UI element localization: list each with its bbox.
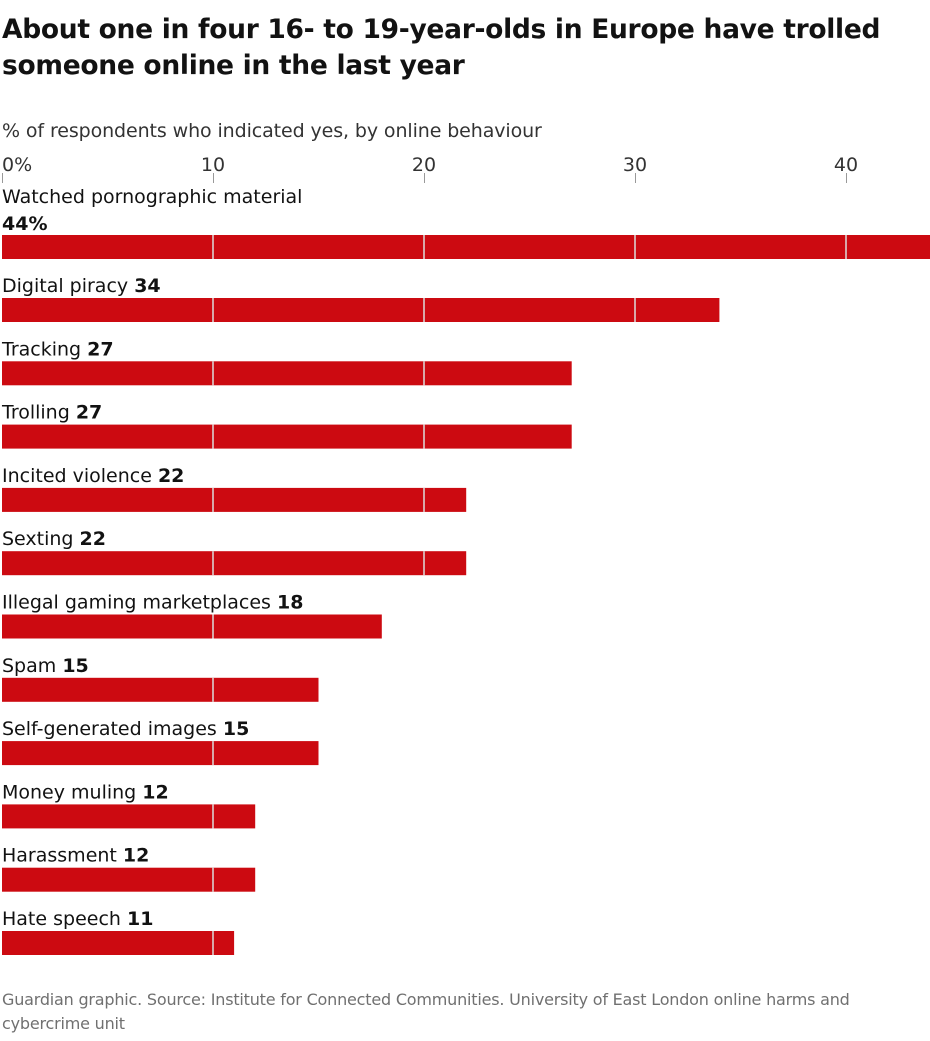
category-label: Illegal gaming marketplaces 18	[2, 592, 303, 614]
bar	[2, 235, 930, 259]
category-label: Harassment 12	[2, 845, 149, 867]
value-label: 27	[87, 338, 113, 360]
bar	[2, 487, 467, 512]
category-name: Digital piracy	[2, 275, 134, 297]
category-name: Trolling	[1, 402, 76, 424]
bar	[2, 424, 572, 449]
category-label: Digital piracy 34	[2, 275, 161, 297]
bar	[2, 677, 319, 702]
category-label: Money muling 12	[2, 781, 169, 803]
value-label: 12	[142, 781, 168, 803]
category-label: Hate speech 11	[2, 908, 153, 930]
x-tick-label: 20	[412, 154, 436, 176]
category-name: Incited violence	[2, 465, 158, 487]
value-label: 15	[223, 718, 249, 740]
x-tick-label: 0%	[2, 154, 32, 176]
category-name: Tracking	[1, 338, 87, 360]
value-label: 27	[76, 402, 102, 424]
bar	[2, 867, 256, 892]
bar	[2, 804, 256, 829]
x-tick-label: 40	[834, 154, 858, 176]
bar	[2, 298, 720, 322]
value-label: 12	[123, 845, 149, 867]
category-label: Incited violence 22	[2, 465, 184, 487]
bar	[2, 551, 467, 576]
category-name: Spam	[2, 655, 62, 677]
category-name: Money muling	[2, 781, 142, 803]
bar	[2, 741, 319, 766]
chart-subtitle: % of respondents who indicated yes, by o…	[2, 120, 542, 142]
bar	[2, 931, 235, 955]
value-label: 15	[62, 655, 88, 677]
category-label: Self-generated images 15	[2, 718, 249, 740]
category-label: Spam 15	[2, 655, 89, 677]
value-label: 22	[158, 465, 184, 487]
category-label: Sexting 22	[2, 528, 106, 550]
value-label: 11	[127, 908, 153, 930]
bar-chart: 0% 10 20 30 40 Watched pornographic material 4…	[1, 154, 930, 955]
category-name: Harassment	[2, 845, 123, 867]
value-label: 18	[277, 592, 303, 614]
x-tick-label: 30	[623, 154, 647, 176]
category-label: Trolling 27	[1, 402, 102, 424]
source-footer: Guardian graphic. Source: Institute for …	[2, 990, 850, 1033]
category-label: Watched pornographic material	[2, 186, 302, 208]
category-label: Tracking 27	[1, 338, 114, 360]
x-tick-label: 10	[201, 154, 225, 176]
chart-title: About one in four 16- to 19-year-olds in…	[2, 14, 881, 81]
category-name: Watched pornographic material	[2, 186, 302, 208]
bar	[2, 614, 382, 639]
category-name: Sexting	[2, 528, 80, 550]
bar	[2, 361, 572, 386]
value-label: 22	[80, 528, 106, 550]
value-label: 34	[134, 275, 160, 297]
category-name: Self-generated images	[2, 718, 223, 740]
category-name: Hate speech	[2, 908, 127, 930]
category-name: Illegal gaming marketplaces	[2, 592, 277, 614]
value-label: 44%	[2, 213, 47, 235]
